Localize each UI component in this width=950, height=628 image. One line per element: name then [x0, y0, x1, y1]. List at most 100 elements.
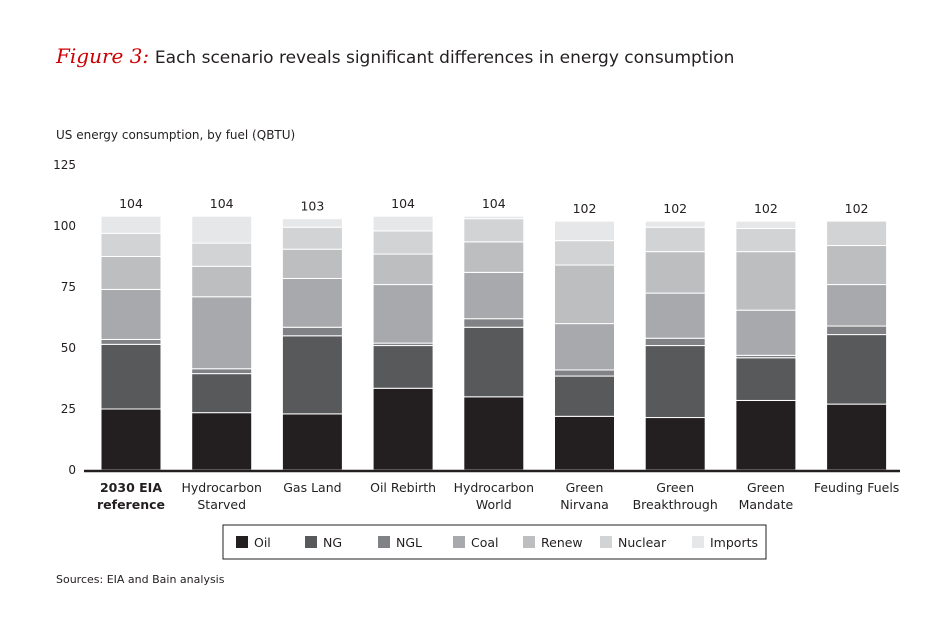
category-label: Feuding Fuels: [814, 480, 899, 495]
bar-segment-ngl: [463, 318, 525, 328]
bar-segment-ng: [372, 345, 434, 389]
bar-segment-renew: [735, 251, 797, 311]
y-tick-label: 75: [61, 280, 76, 294]
bar-total-label: 102: [754, 201, 778, 216]
bar-segment-imports: [554, 220, 615, 242]
bar-segment-oil: [463, 396, 525, 471]
bar-segment-oil: [372, 387, 434, 471]
legend-swatch-renew: [523, 536, 535, 548]
legend-swatch-ng: [305, 536, 317, 548]
bar-segment-coal: [644, 292, 706, 339]
bar-segment-renew: [100, 256, 162, 290]
bar-segment-oil: [281, 413, 343, 471]
bar-segment-nuclear: [281, 226, 343, 250]
bar-segment-oil: [100, 408, 162, 471]
bar-segment-oil: [644, 417, 706, 471]
legend-label-ngl: NGL: [396, 535, 422, 550]
legend-label-ng: NG: [323, 535, 342, 550]
category-label: World: [476, 497, 512, 512]
legend-swatch-imports: [692, 536, 704, 548]
bar-segment-oil: [191, 412, 253, 471]
bar-segment-nuclear: [554, 240, 615, 266]
bar-segment-nuclear: [735, 227, 797, 253]
legend-box: [222, 524, 767, 560]
bar-segment-ng: [191, 373, 253, 414]
bar-segment-oil: [554, 415, 615, 471]
bar-segment-ngl: [191, 368, 253, 375]
bar-segment-oil: [735, 399, 797, 471]
bar-total-label: 102: [573, 201, 597, 216]
bar-segment-imports: [191, 215, 253, 244]
bar-total-label: 102: [663, 201, 687, 216]
bar-segment-renew: [826, 245, 888, 286]
category-label: reference: [97, 497, 165, 512]
bar-segment-ngl: [554, 369, 615, 377]
bar-segment-coal: [372, 284, 434, 344]
bar-segment-coal: [281, 277, 343, 328]
category-label: Hydrocarbon: [454, 480, 534, 495]
figure-title-text: Each scenario reveals significant differ…: [154, 48, 735, 68]
bar-segment-oil: [826, 403, 888, 471]
legend-label-oil: Oil: [254, 535, 271, 550]
bar-segment-imports: [463, 215, 525, 220]
figure-label: Figure 3:: [56, 44, 150, 68]
category-label: Starved: [197, 497, 246, 512]
legend-swatch-coal: [453, 536, 465, 548]
y-tick-label: 50: [61, 341, 76, 355]
category-label: Gas Land: [283, 480, 341, 495]
bar-segment-coal: [735, 309, 797, 356]
bar-segment-renew: [463, 241, 525, 273]
category-label: Green: [656, 480, 694, 495]
bar-total-label: 103: [300, 199, 324, 214]
bar-segment-nuclear: [644, 226, 706, 253]
y-tick-label: 100: [53, 219, 76, 233]
bar-segment-imports: [281, 218, 343, 228]
bar-segment-coal: [100, 288, 162, 340]
bar-segment-coal: [554, 323, 615, 371]
bar-segment-renew: [191, 265, 253, 298]
bar-total-label: 104: [482, 196, 506, 211]
bar-segment-ngl: [826, 325, 888, 336]
bar-segment-imports: [735, 220, 797, 229]
bar-segment-coal: [826, 284, 888, 327]
legend-swatch-nuclear: [600, 536, 612, 548]
category-label: Breakthrough: [633, 497, 718, 512]
bar-segment-ngl: [281, 326, 343, 337]
legend-label-imports: Imports: [710, 535, 758, 550]
bar-segment-imports: [372, 215, 434, 232]
category-label: Oil Rebirth: [370, 480, 436, 495]
bar-total-label: 104: [391, 196, 415, 211]
category-label: Hydrocarbon: [181, 480, 261, 495]
category-label: 2030 EIA: [100, 480, 162, 495]
bar-segment-ng: [281, 335, 343, 415]
bar-total-label: 104: [119, 196, 143, 211]
bar-segment-nuclear: [372, 230, 434, 255]
bar-segment-renew: [281, 248, 343, 279]
legend-swatch-oil: [236, 536, 248, 548]
bar-segment-nuclear: [826, 220, 888, 247]
figure-title: Figure 3: Each scenario reveals signific…: [56, 44, 734, 68]
legend-label-nuclear: Nuclear: [618, 535, 667, 550]
bar-segment-ngl: [100, 338, 162, 345]
legend-label-renew: Renew: [541, 535, 583, 550]
y-axis-label: US energy consumption, by fuel (QBTU): [56, 128, 295, 142]
bar-segment-nuclear: [100, 232, 162, 258]
category-label: Nirvana: [560, 497, 609, 512]
category-label: Green: [747, 480, 785, 495]
legend-swatch-ngl: [378, 536, 390, 548]
bar-segment-renew: [644, 251, 706, 294]
legend-label-coal: Coal: [471, 535, 499, 550]
y-tick-label: 25: [61, 402, 76, 416]
y-tick-label: 0: [68, 463, 76, 477]
bar-segment-ng: [735, 357, 797, 401]
bar-segment-ng: [463, 326, 525, 398]
bar-segment-renew: [554, 264, 615, 325]
category-label: Mandate: [739, 497, 794, 512]
bar-segment-imports: [100, 215, 162, 234]
y-tick-label: 125: [53, 158, 76, 172]
bar-segment-imports: [644, 220, 706, 228]
bar-segment-coal: [463, 271, 525, 320]
sources-note: Sources: EIA and Bain analysis: [56, 573, 225, 586]
bar-segment-nuclear: [463, 218, 525, 243]
